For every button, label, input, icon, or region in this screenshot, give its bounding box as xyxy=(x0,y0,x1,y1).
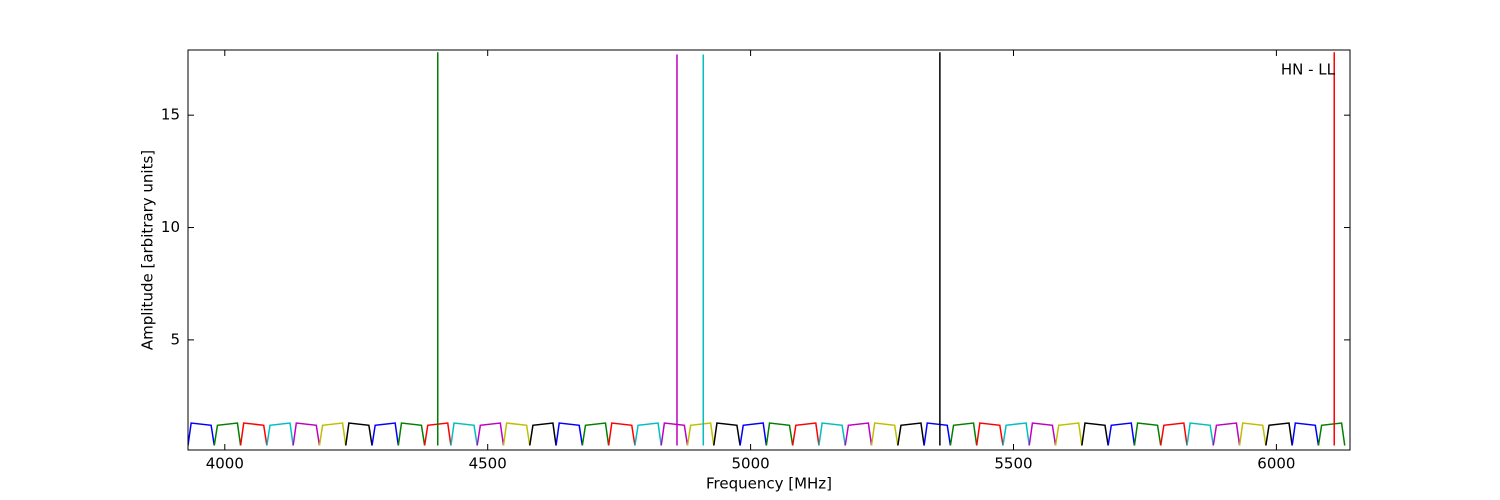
trace xyxy=(1002,422,1031,446)
annotation: HN - LL xyxy=(1281,61,1336,79)
trace xyxy=(713,422,741,446)
trace xyxy=(1107,422,1136,446)
trace xyxy=(213,422,242,446)
trace xyxy=(949,422,978,446)
x-tick-label: 4500 xyxy=(469,455,507,473)
trace xyxy=(923,422,952,446)
trace xyxy=(555,422,584,446)
trace xyxy=(397,422,426,446)
trace xyxy=(371,422,400,446)
trace xyxy=(844,422,873,446)
trace xyxy=(1159,422,1188,446)
trace xyxy=(1054,422,1083,446)
trace xyxy=(660,422,689,446)
trace xyxy=(975,422,1004,446)
trace xyxy=(739,422,768,446)
trace xyxy=(529,422,557,446)
trace xyxy=(1028,422,1057,446)
plot-frame xyxy=(187,49,1351,451)
trace xyxy=(239,422,268,446)
trace xyxy=(476,422,505,446)
trace xyxy=(318,422,347,446)
trace xyxy=(581,422,610,446)
x-tick-label: 4000 xyxy=(206,455,244,473)
y-tick-label: 15 xyxy=(161,106,180,124)
y-axis-label: Amplitude [arbitrary units] xyxy=(139,150,157,350)
trace xyxy=(1291,422,1320,446)
trace xyxy=(634,422,662,446)
trace xyxy=(188,422,216,446)
trace xyxy=(870,422,899,446)
trace xyxy=(607,422,636,446)
trace xyxy=(1133,422,1162,446)
x-tick-label: 5500 xyxy=(994,455,1032,473)
trace xyxy=(791,422,820,446)
x-axis-label: Frequency [MHz] xyxy=(706,475,832,493)
trace xyxy=(1081,422,1109,446)
plot-area xyxy=(188,52,1346,446)
trace xyxy=(502,422,531,446)
trace xyxy=(1238,422,1267,446)
trace xyxy=(1212,422,1241,446)
x-tick-label: 6000 xyxy=(1257,455,1295,473)
trace xyxy=(1317,422,1346,446)
trace xyxy=(897,422,925,446)
trace xyxy=(344,422,373,446)
trace xyxy=(1186,422,1215,446)
trace xyxy=(765,422,794,446)
y-tick-label: 5 xyxy=(170,330,180,348)
trace xyxy=(292,422,321,446)
trace xyxy=(686,422,715,446)
trace xyxy=(1265,422,1293,446)
trace xyxy=(450,422,478,446)
y-tick-label: 10 xyxy=(161,218,180,236)
trace xyxy=(266,422,294,446)
trace xyxy=(818,422,846,446)
x-tick-label: 5000 xyxy=(732,455,770,473)
